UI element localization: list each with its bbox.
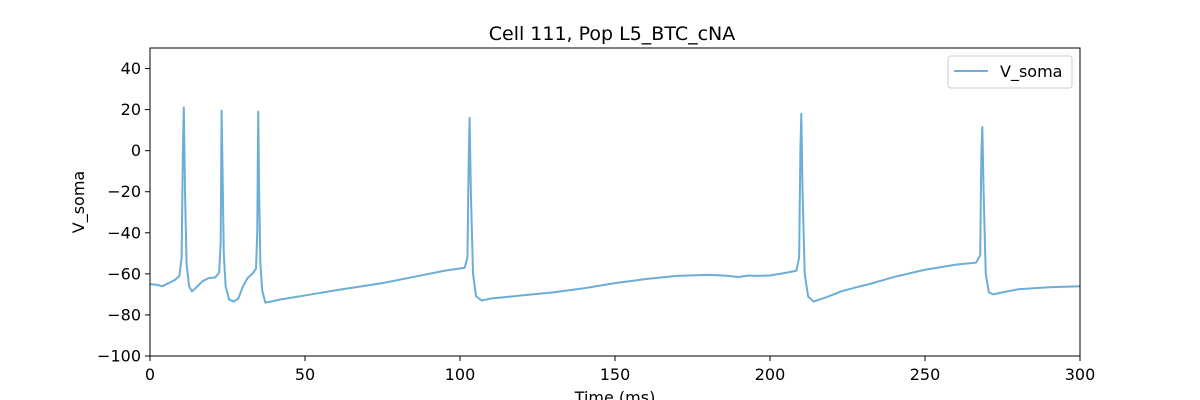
x-tick-label: 300 <box>1065 365 1096 384</box>
y-tick-label: 0 <box>131 141 141 160</box>
y-tick-label: −20 <box>107 182 141 201</box>
y-tick-label: −100 <box>97 347 141 366</box>
x-axis-label: Time (ms) <box>574 388 656 400</box>
legend-label: V_soma <box>1000 62 1062 82</box>
x-tick-label: 100 <box>445 365 476 384</box>
x-tick-label: 50 <box>295 365 315 384</box>
y-tick-label: −60 <box>107 264 141 283</box>
x-axis: 0 50 100 150 200 250 300 <box>145 356 1095 384</box>
y-tick-label: 40 <box>121 59 141 78</box>
x-tick-label: 250 <box>910 365 941 384</box>
legend: V_soma <box>947 55 1073 89</box>
y-tick-label: −40 <box>107 223 141 242</box>
y-tick-label: 20 <box>121 100 141 119</box>
x-tick-label: 150 <box>600 365 631 384</box>
series-layer <box>150 106 1080 304</box>
chart-title: Cell 111, Pop L5_BTC_cNA <box>489 23 736 45</box>
series-line-v-soma <box>150 106 1080 304</box>
legend-box <box>947 55 1073 89</box>
y-axis-label: V_soma <box>69 171 89 233</box>
y-axis: −100 −80 −60 −40 −20 0 20 40 <box>97 59 150 366</box>
y-tick-label: −80 <box>107 305 141 324</box>
x-tick-label: 0 <box>145 365 155 384</box>
x-tick-label: 200 <box>755 365 786 384</box>
